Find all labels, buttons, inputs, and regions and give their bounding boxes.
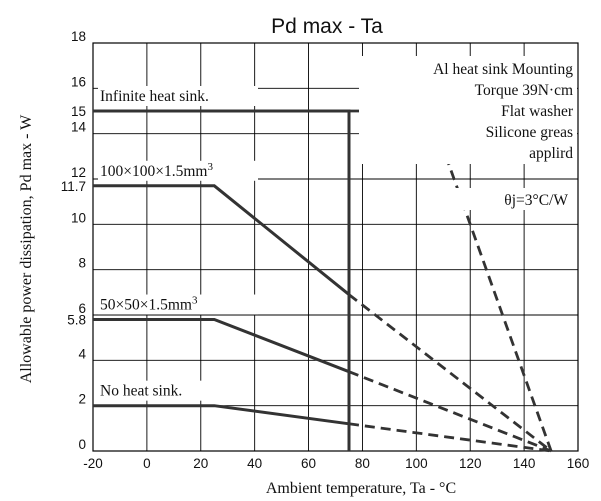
annotation-line: Silicone greas xyxy=(486,124,573,141)
y-tick-label: 6 xyxy=(78,301,86,316)
x-tick-label: 60 xyxy=(301,456,316,471)
series-labels: Infinite heat sink. 100×100×1.5mm3 50×50×1… xyxy=(98,86,258,401)
annotation-background xyxy=(359,56,577,164)
series-line-dashed xyxy=(348,422,552,453)
y-extra-tick-label: 15 xyxy=(71,104,86,119)
chart-title: Pd max - Ta xyxy=(271,15,383,38)
y-tick-label: 4 xyxy=(78,346,86,361)
x-tick-label: 0 xyxy=(143,456,151,471)
annotation-line: Torque 39N·cm xyxy=(475,82,573,99)
x-axis-label: Ambient temperature, Ta - °C xyxy=(266,480,456,497)
tick-labels: -20 0 20 40 60 80 100 120 140 160 0 2 4 6 8 10 12 14 16 18 5… xyxy=(61,29,590,471)
series-label: No heat sink. xyxy=(100,383,182,400)
x-tick-label: -20 xyxy=(83,456,103,471)
x-tick-label: 140 xyxy=(513,456,536,471)
x-tick-label: 100 xyxy=(405,456,428,471)
x-tick-label: 120 xyxy=(459,456,482,471)
series-label-background xyxy=(98,294,258,315)
x-tick-label: 160 xyxy=(567,456,590,471)
y-tick-label: 8 xyxy=(78,256,86,271)
series-label-background xyxy=(98,86,258,106)
annotation-box: Al heat sink Mounting Torque 39N·cm Flat w… xyxy=(359,56,577,210)
y-tick-label: 0 xyxy=(78,437,86,452)
series-label: 100×100×1.5mm3 xyxy=(100,161,213,180)
y-extra-tick-label: 5.8 xyxy=(67,313,86,328)
series-label: Infinite heat sink. xyxy=(100,88,209,105)
y-tick-label: 14 xyxy=(71,120,87,135)
y-extra-tick-label: 11.7 xyxy=(61,179,86,194)
series-line-solid xyxy=(93,184,350,296)
y-axis-label: Allowable power dissipation, Pd max - W xyxy=(18,114,35,383)
x-tick-label: 20 xyxy=(193,456,208,471)
x-tick-label: 40 xyxy=(247,456,262,471)
plot-frame xyxy=(92,42,579,452)
theta-annotation: θj=3°C/W xyxy=(504,192,568,209)
y-tick-label: 12 xyxy=(71,165,86,180)
annotation-line: applird xyxy=(529,145,573,162)
series-label-background xyxy=(98,380,218,401)
series-line-dashed xyxy=(348,370,552,453)
x-tick-label: 80 xyxy=(355,456,370,471)
series-label: 50×50×1.5mm3 xyxy=(100,295,198,314)
y-tick-label: 2 xyxy=(78,392,86,407)
series-line-dashed xyxy=(348,293,552,453)
theta-background xyxy=(452,188,570,210)
annotation-line: Flat washer xyxy=(501,103,574,120)
series-label-background xyxy=(98,160,258,181)
y-tick-label: 10 xyxy=(71,210,86,225)
series-line-solid xyxy=(93,318,350,374)
series-lines xyxy=(93,109,553,453)
annotation-line: Al heat sink Mounting xyxy=(433,61,573,78)
y-tick-label: 18 xyxy=(71,29,86,44)
series-line-solid xyxy=(93,404,350,426)
y-tick-label: 16 xyxy=(71,74,86,89)
